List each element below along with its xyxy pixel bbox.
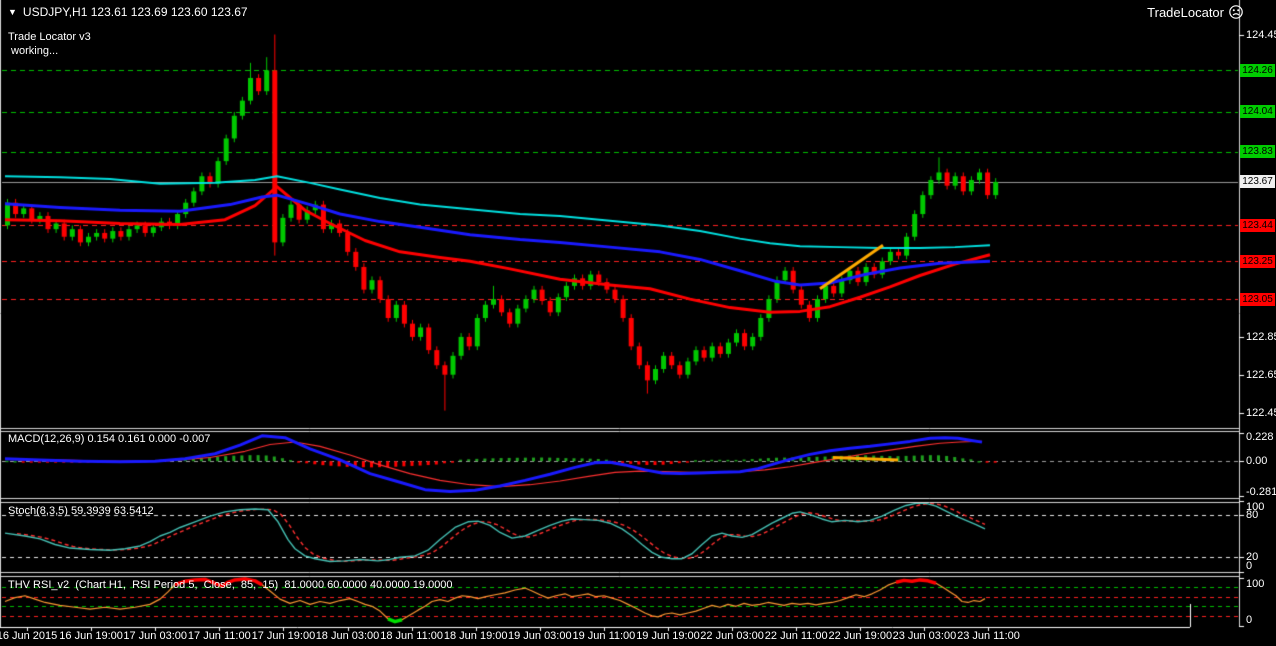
time-label: 18 Jun 19:00 xyxy=(443,630,508,642)
time-label: 22 Jun 03:00 xyxy=(700,630,764,642)
price-label: 124.45 xyxy=(1246,28,1276,41)
price-badge-green: 123.83 xyxy=(1240,145,1275,159)
stoch-panel-label: Stoch(8,3,5) 59.3939 63.5412 xyxy=(8,505,154,517)
stoch-scale-label: 80 xyxy=(1246,508,1259,521)
time-label: 22 Jun 11:00 xyxy=(764,630,828,642)
brand-text: TradeLocator xyxy=(1147,4,1224,20)
price-badge-current: 123.67 xyxy=(1240,175,1275,189)
price-label: 122.45 xyxy=(1246,406,1276,419)
indicator-watermark: Trade Locator v3 working... xyxy=(8,30,91,58)
time-label: 17 Jun 03:00 xyxy=(123,630,187,642)
ohlc-values: 123.61 123.69 123.60 123.67 xyxy=(90,5,248,19)
price-badge-green: 124.04 xyxy=(1240,105,1275,119)
price-badge-red: 123.05 xyxy=(1240,292,1275,306)
time-label: 22 Jun 19:00 xyxy=(828,630,893,642)
chevron-down-icon[interactable]: ▼ xyxy=(8,7,17,17)
time-label: 18 Jun 11:00 xyxy=(380,630,443,642)
time-label: 23 Jun 03:00 xyxy=(892,630,957,642)
stoch-scale-label: 20 xyxy=(1246,551,1259,564)
time-label: 16 Jun 2015 xyxy=(0,630,58,642)
time-label: 19 Jun 03:00 xyxy=(507,630,572,642)
stoch-scale-label: 100 xyxy=(1246,501,1265,513)
rsi-scale-label: 100 xyxy=(1246,577,1265,590)
price-badge-red: 123.44 xyxy=(1240,218,1275,232)
rsi-scale-label: 0 xyxy=(1246,614,1253,626)
time-label: 17 Jun 19:00 xyxy=(251,630,316,642)
watermark-line1: Trade Locator v3 xyxy=(8,31,91,43)
stoch-scale-label: 0 xyxy=(1246,559,1253,572)
time-label: 18 Jun 03:00 xyxy=(315,630,380,642)
macd-scale-label: 0.00 xyxy=(1246,455,1268,468)
sad-face-icon xyxy=(1228,4,1244,20)
macd-scale-label: 0.228 xyxy=(1246,431,1274,443)
price-label: 122.85 xyxy=(1246,330,1276,343)
macd-panel-label: MACD(12,26,9) 0.154 0.161 0.000 -0.007 xyxy=(8,433,211,445)
time-axis[interactable] xyxy=(0,627,1276,646)
rsi-panel-label: THV RSI_v2 (Chart H1, RSI Period 5, Clos… xyxy=(8,579,453,591)
price-badge-red: 123.25 xyxy=(1240,254,1275,268)
symbol-period-label: USDJPY,H1 xyxy=(22,5,88,19)
time-label: 17 Jun 11:00 xyxy=(187,630,251,642)
time-label: 16 Jun 19:00 xyxy=(59,630,123,642)
macd-scale-label: -0.281 xyxy=(1246,486,1276,498)
time-label: 23 Jun 11:00 xyxy=(957,630,1020,642)
price-axis[interactable] xyxy=(1239,0,1276,627)
time-label: 19 Jun 11:00 xyxy=(572,630,636,642)
time-label: 19 Jun 19:00 xyxy=(636,630,700,642)
price-label: 122.65 xyxy=(1246,368,1276,381)
brand-label: TradeLocator xyxy=(1147,4,1244,20)
price-badge-green: 124.26 xyxy=(1240,63,1275,77)
chart-title-bar: ▼ USDJPY,H1 123.61 123.69 123.60 123.67 xyxy=(8,5,248,19)
watermark-line2: working... xyxy=(8,45,59,57)
